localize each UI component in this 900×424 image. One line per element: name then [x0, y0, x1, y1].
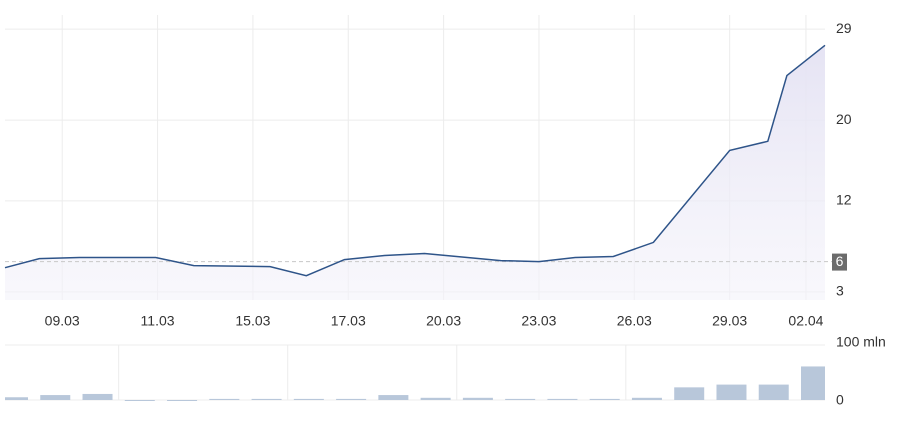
volume-bar	[82, 393, 113, 400]
x-tick-label: 09.03	[45, 313, 80, 329]
y-tick-label: 100 mln	[836, 334, 886, 350]
volume-bar	[462, 397, 493, 400]
volume-bar	[209, 398, 240, 400]
y-tick-label: 12	[836, 192, 852, 208]
volume-bar	[251, 398, 282, 400]
volume-bar	[40, 395, 71, 400]
volume-bars	[5, 366, 825, 401]
volume-bar	[589, 398, 620, 400]
x-tick-label: 29.03	[712, 313, 747, 329]
x-tick-label: 26.03	[617, 313, 652, 329]
price-line	[4, 44, 826, 277]
area	[5, 45, 825, 300]
volume-bar	[293, 398, 324, 400]
x-tick-label: 23.03	[521, 313, 556, 329]
volume-bar	[716, 384, 747, 400]
volume-bar	[758, 384, 789, 400]
y-tick-label: 20	[836, 111, 852, 127]
volume-bar	[505, 398, 536, 400]
y-tick-label: 3	[836, 283, 844, 299]
volume-bar	[420, 397, 451, 400]
volume-bar	[124, 400, 155, 401]
x-tick-label: 02.04	[788, 313, 823, 329]
volume-bar	[378, 395, 409, 400]
x-tick-label: 15.03	[235, 313, 270, 329]
y-tick-label: 0	[836, 392, 844, 408]
x-tick-label: 17.03	[331, 313, 366, 329]
volume-bar	[547, 398, 578, 400]
volume-bar	[336, 398, 367, 400]
x-tick-label: 20.03	[426, 313, 461, 329]
x-tick-label: 11.03	[141, 313, 175, 329]
volume-bar	[5, 397, 28, 400]
volume-bar	[674, 387, 705, 400]
volume-bar	[167, 400, 198, 401]
reference-label: 6	[836, 253, 844, 269]
reference-badge	[832, 253, 847, 271]
volume-bar	[801, 366, 825, 400]
volume-bar	[631, 397, 662, 400]
y-tick-label: 29	[836, 20, 852, 36]
